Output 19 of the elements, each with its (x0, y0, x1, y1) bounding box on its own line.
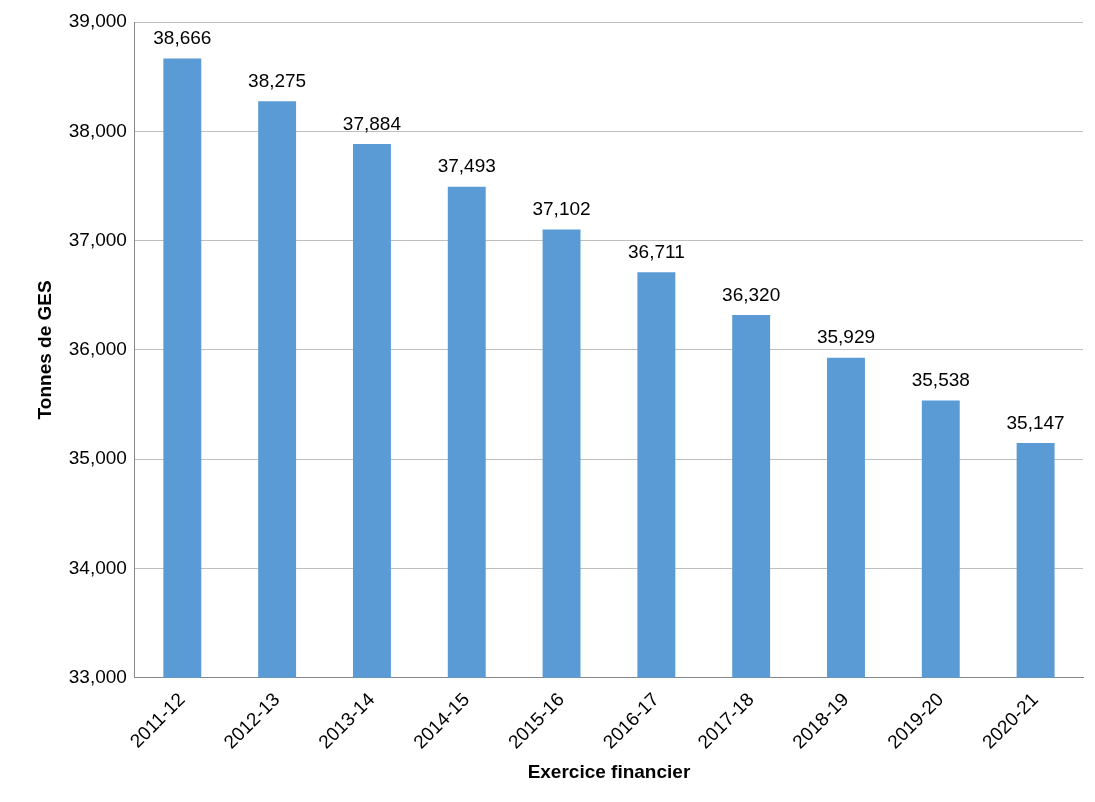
data-label: 35,538 (911, 369, 970, 391)
x-axis-title: Exercice financier (527, 760, 691, 782)
data-label: 35,929 (816, 326, 876, 348)
y-tick-label: 34,000 (68, 556, 127, 578)
data-label: 37,102 (532, 198, 591, 220)
data-label: 35,147 (1006, 411, 1065, 433)
y-tick-label: 36,000 (68, 338, 127, 360)
y-tick-label: 35,000 (68, 447, 127, 469)
data-label: 37,884 (342, 112, 402, 134)
data-label: 37,493 (437, 155, 496, 177)
y-tick-label: 37,000 (68, 228, 127, 250)
y-tick-label: 38,000 (68, 119, 127, 141)
data-label: 38,666 (153, 27, 212, 49)
y-tick-label: 33,000 (68, 666, 127, 688)
data-label: 38,275 (248, 69, 307, 91)
y-tick-label: 39,000 (68, 10, 127, 32)
y-axis-title: Tonnes de GES (33, 280, 55, 420)
data-label: 36,711 (628, 240, 685, 262)
data-label: 36,320 (722, 283, 781, 305)
